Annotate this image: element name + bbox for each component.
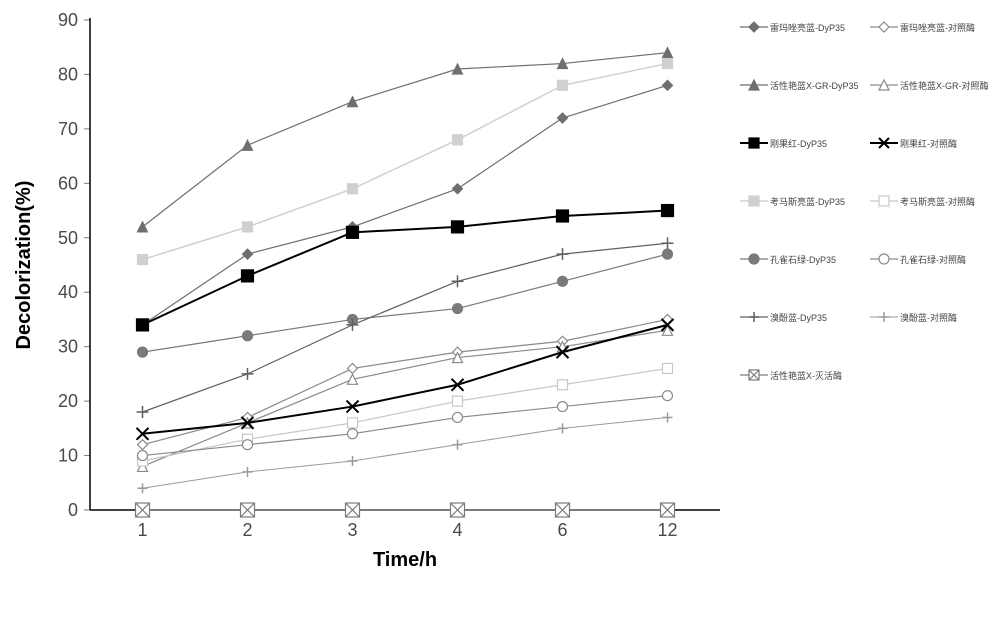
svg-text:50: 50	[58, 228, 78, 248]
legend-swatch	[740, 136, 768, 150]
legend-panel: 雷玛唑亮蓝-DyP35雷玛唑亮蓝-对照酶活性艳蓝X-GR-DyP35活性艳蓝X-…	[740, 0, 1000, 624]
legend-swatch	[870, 194, 898, 208]
legend-swatch	[740, 194, 768, 208]
legend-swatch	[870, 252, 898, 266]
svg-text:40: 40	[58, 282, 78, 302]
svg-text:2: 2	[242, 520, 252, 540]
legend-swatch	[740, 78, 768, 92]
legend-row: 考马斯亮蓝-DyP35 考马斯亮蓝-对照酶	[740, 194, 1000, 208]
legend-swatch	[740, 368, 768, 382]
figure: 01020304050607080901234612Decolorization…	[0, 0, 1000, 604]
legend-row: 孔雀石绿-DyP35 孔雀石绿-对照酶	[740, 252, 1000, 266]
legend-row: 雷玛唑亮蓝-DyP35 雷玛唑亮蓝-对照酶	[740, 20, 1000, 34]
svg-text:Decolorization(%): Decolorization(%)	[13, 181, 35, 350]
legend-item: 活性艳蓝X-灭活酶	[740, 368, 870, 382]
legend-row: 活性艳蓝X-GR-DyP35 活性艳蓝X-GR-对照酶	[740, 78, 1000, 92]
svg-text:12: 12	[657, 520, 677, 540]
legend-swatch	[740, 310, 768, 324]
legend-label: 孔雀石绿-DyP35	[770, 253, 836, 266]
legend-item: 刚果红-对照酶	[870, 136, 1000, 150]
svg-text:1: 1	[137, 520, 147, 540]
svg-text:90: 90	[58, 10, 78, 30]
legend-row: 刚果红-DyP35 刚果红-对照酶	[740, 136, 1000, 150]
legend-swatch	[740, 20, 768, 34]
legend-label: 溴酚蓝-对照酶	[900, 311, 957, 324]
legend-label: 雷玛唑亮蓝-对照酶	[900, 21, 975, 34]
legend-swatch	[870, 78, 898, 92]
svg-text:80: 80	[58, 64, 78, 84]
svg-text:70: 70	[58, 119, 78, 139]
legend-item: 活性艳蓝X-GR-对照酶	[870, 78, 1000, 92]
legend-label: 刚果红-对照酶	[900, 137, 957, 150]
legend-item: 孔雀石绿-对照酶	[870, 252, 1000, 266]
legend-item: 雷玛唑亮蓝-DyP35	[740, 20, 870, 34]
legend-label: 刚果红-DyP35	[770, 137, 827, 150]
legend-item: 孔雀石绿-DyP35	[740, 252, 870, 266]
legend-item: 考马斯亮蓝-DyP35	[740, 194, 870, 208]
legend-item: 考马斯亮蓝-对照酶	[870, 194, 1000, 208]
svg-text:4: 4	[452, 520, 462, 540]
legend-label: 活性艳蓝X-GR-DyP35	[770, 79, 859, 92]
svg-text:Time/h: Time/h	[373, 549, 437, 571]
legend-item: 活性艳蓝X-GR-DyP35	[740, 78, 870, 92]
legend-item: 溴酚蓝-DyP35	[740, 310, 870, 324]
svg-text:20: 20	[58, 391, 78, 411]
legend-swatch	[740, 252, 768, 266]
svg-text:0: 0	[68, 500, 78, 520]
legend-label: 溴酚蓝-DyP35	[770, 311, 827, 324]
legend-row: 溴酚蓝-DyP35 溴酚蓝-对照酶	[740, 310, 1000, 324]
legend-swatch	[870, 20, 898, 34]
legend-label: 活性艳蓝X-灭活酶	[770, 369, 842, 382]
chart-panel: 01020304050607080901234612Decolorization…	[0, 0, 740, 604]
legend-item: 溴酚蓝-对照酶	[870, 310, 1000, 324]
svg-text:10: 10	[58, 446, 78, 466]
legend-label: 孔雀石绿-对照酶	[900, 253, 966, 266]
legend-item	[870, 368, 1000, 382]
legend-swatch	[870, 136, 898, 150]
svg-text:30: 30	[58, 337, 78, 357]
svg-text:3: 3	[347, 520, 357, 540]
legend-label: 考马斯亮蓝-对照酶	[900, 195, 975, 208]
legend-label: 活性艳蓝X-GR-对照酶	[900, 79, 989, 92]
legend-item: 雷玛唑亮蓝-对照酶	[870, 20, 1000, 34]
svg-text:6: 6	[557, 520, 567, 540]
legend-label: 雷玛唑亮蓝-DyP35	[770, 21, 845, 34]
legend-label: 考马斯亮蓝-DyP35	[770, 195, 845, 208]
legend-item: 刚果红-DyP35	[740, 136, 870, 150]
chart-svg: 01020304050607080901234612Decolorization…	[0, 0, 740, 604]
svg-text:60: 60	[58, 173, 78, 193]
legend-swatch	[870, 310, 898, 324]
legend-row: 活性艳蓝X-灭活酶	[740, 368, 1000, 382]
